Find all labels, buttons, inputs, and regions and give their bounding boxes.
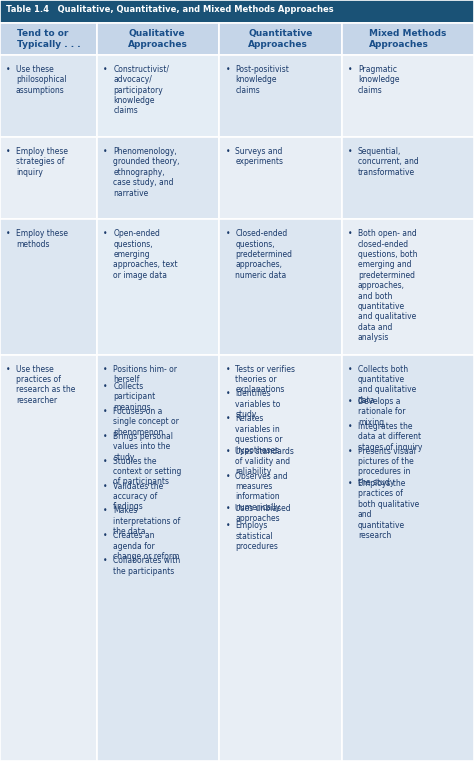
Text: •: • <box>348 397 352 406</box>
Bar <box>97 55 219 137</box>
Text: Constructivist/
advocacy/
participatory
knowledge
claims: Constructivist/ advocacy/ participatory … <box>113 65 169 116</box>
Text: Studies the
context or setting
of participants: Studies the context or setting of partic… <box>113 457 182 486</box>
Text: Collects
participant
meanings: Collects participant meanings <box>113 382 155 412</box>
Bar <box>97 137 219 219</box>
Text: Quantitative
Approaches: Quantitative Approaches <box>248 29 313 49</box>
Text: Use these
philosophical
assumptions: Use these philosophical assumptions <box>16 65 67 94</box>
Text: •: • <box>348 229 352 238</box>
Text: •: • <box>226 415 230 423</box>
Text: •: • <box>103 365 108 374</box>
Text: Tend to or
Typically . . .: Tend to or Typically . . . <box>17 29 81 49</box>
Text: Uses standards
of validity and
reliability: Uses standards of validity and reliabili… <box>236 447 294 476</box>
Bar <box>219 137 342 219</box>
Text: Presents visual
pictures of the
procedures in
the study: Presents visual pictures of the procedur… <box>358 447 416 487</box>
Text: •: • <box>226 390 230 399</box>
Text: •: • <box>226 472 230 480</box>
Bar <box>0 355 97 761</box>
Text: •: • <box>348 365 352 374</box>
Bar <box>342 137 474 219</box>
Text: •: • <box>103 382 108 391</box>
Text: •: • <box>348 147 352 156</box>
Text: •: • <box>103 431 108 441</box>
Text: Pragmatic
knowledge
claims: Pragmatic knowledge claims <box>358 65 399 94</box>
Text: •: • <box>226 447 230 456</box>
Text: •: • <box>348 447 352 456</box>
Text: Collects both
quantitative
and qualitative
data: Collects both quantitative and qualitati… <box>358 365 416 405</box>
Text: •: • <box>348 65 352 74</box>
Bar <box>97 23 219 55</box>
Text: Observes and
measures
information
numerically: Observes and measures information numeri… <box>236 472 288 511</box>
Text: Focuses on a
single concept or
phenomenon: Focuses on a single concept or phenomeno… <box>113 407 179 437</box>
Text: Surveys and
experiments: Surveys and experiments <box>236 147 283 167</box>
Text: •: • <box>103 407 108 416</box>
Bar <box>0 23 97 55</box>
Text: Develops a
rationale for
mixing: Develops a rationale for mixing <box>358 397 405 427</box>
Text: •: • <box>103 147 108 156</box>
Text: •: • <box>226 521 230 530</box>
Bar <box>219 23 342 55</box>
Text: •: • <box>6 365 10 374</box>
Bar <box>219 55 342 137</box>
Text: •: • <box>103 229 108 238</box>
Text: •: • <box>6 147 10 156</box>
Bar <box>0 0 474 23</box>
Text: Phenomenology,
grounded theory,
ethnography,
case study, and
narrative: Phenomenology, grounded theory, ethnogra… <box>113 147 180 198</box>
Text: Use these
practices of
research as the
researcher: Use these practices of research as the r… <box>16 365 75 405</box>
Text: Positions him- or
herself: Positions him- or herself <box>113 365 177 384</box>
Bar <box>219 355 342 761</box>
Text: •: • <box>348 479 352 488</box>
Text: Creates an
agenda for
change or reform: Creates an agenda for change or reform <box>113 531 180 561</box>
Text: Tests or verifies
theories or
explanations: Tests or verifies theories or explanatio… <box>236 365 295 394</box>
Text: Identifies
variables to
study: Identifies variables to study <box>236 390 281 419</box>
Text: Table 1.4   Qualitative, Quantitative, and Mixed Methods Approaches: Table 1.4 Qualitative, Quantitative, and… <box>6 5 334 14</box>
Text: •: • <box>226 365 230 374</box>
Bar <box>97 219 219 355</box>
Text: Mixed Methods
Approaches: Mixed Methods Approaches <box>369 29 447 49</box>
Text: Employ these
strategies of
inquiry: Employ these strategies of inquiry <box>16 147 68 177</box>
Text: Employs the
practices of
both qualitative
and
quantitative
research: Employs the practices of both qualitativ… <box>358 479 419 540</box>
Bar <box>342 55 474 137</box>
Text: •: • <box>103 531 108 540</box>
Text: Integrates the
data at different
stages of inquiry: Integrates the data at different stages … <box>358 422 422 451</box>
Text: Post-positivist
knowledge
claims: Post-positivist knowledge claims <box>236 65 289 94</box>
Text: Uses unbiased
approaches: Uses unbiased approaches <box>236 504 291 524</box>
Text: Qualitative
Approaches: Qualitative Approaches <box>128 29 188 49</box>
Bar <box>97 355 219 761</box>
Text: •: • <box>226 147 230 156</box>
Bar <box>219 219 342 355</box>
Bar <box>342 23 474 55</box>
Text: Closed-ended
questions,
predetermined
approaches,
numeric data: Closed-ended questions, predetermined ap… <box>236 229 292 280</box>
Text: Employ these
methods: Employ these methods <box>16 229 68 249</box>
Text: •: • <box>6 65 10 74</box>
Bar <box>0 55 97 137</box>
Text: •: • <box>348 422 352 431</box>
Text: •: • <box>103 482 108 491</box>
Bar <box>0 137 97 219</box>
Text: Sequential,
concurrent, and
transformative: Sequential, concurrent, and transformati… <box>358 147 419 177</box>
Text: •: • <box>226 504 230 513</box>
Text: Open-ended
questions,
emerging
approaches, text
or image data: Open-ended questions, emerging approache… <box>113 229 178 280</box>
Text: Employs
statistical
procedures: Employs statistical procedures <box>236 521 278 551</box>
Text: Collaborates with
the participants: Collaborates with the participants <box>113 556 181 575</box>
Bar <box>342 219 474 355</box>
Text: •: • <box>103 65 108 74</box>
Text: Makes
interpretations of
the data: Makes interpretations of the data <box>113 506 181 537</box>
Text: •: • <box>6 229 10 238</box>
Text: •: • <box>226 65 230 74</box>
Text: •: • <box>103 506 108 515</box>
Text: Brings personal
values into the
study: Brings personal values into the study <box>113 431 173 462</box>
Text: •: • <box>103 556 108 565</box>
Text: •: • <box>226 229 230 238</box>
Text: Both open- and
closed-ended
questions, both
emerging and
predetermined
approache: Both open- and closed-ended questions, b… <box>358 229 417 342</box>
Text: •: • <box>103 457 108 466</box>
Bar <box>342 355 474 761</box>
Bar <box>0 219 97 355</box>
Text: Relates
variables in
questions or
hypotheses: Relates variables in questions or hypoth… <box>236 415 283 454</box>
Text: Validates the
accuracy of
findings: Validates the accuracy of findings <box>113 482 164 511</box>
